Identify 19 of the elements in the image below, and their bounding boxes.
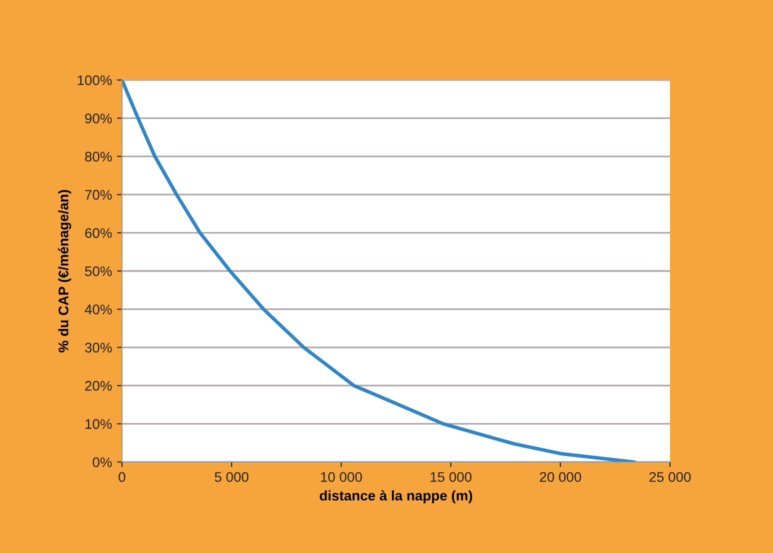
x-tick-label: 25 000 xyxy=(649,472,691,482)
x-tick-label: 20 000 xyxy=(540,472,582,482)
x-tick-label: 10 000 xyxy=(321,472,362,482)
y-tick-label: 90% xyxy=(85,114,112,124)
y-tick-label: 20% xyxy=(85,380,112,391)
y-axis-title: % du CAP (€/ménage/an) xyxy=(58,190,72,352)
x-tick-label: 5 000 xyxy=(214,472,248,482)
y-tick-label: 100% xyxy=(78,75,112,86)
x-axis-title: distance à la nappe (m) xyxy=(320,490,472,504)
y-tick-label: 30% xyxy=(85,342,112,353)
y-tick-label: 10% xyxy=(86,419,112,429)
y-tick-label: 80% xyxy=(85,152,112,162)
y-tick-label: 0% xyxy=(92,457,112,468)
y-tick-label: 40% xyxy=(84,304,112,314)
x-tick-label: 15 000 xyxy=(430,472,472,482)
x-tick-label: 0 xyxy=(118,472,126,482)
y-tick-label: 60% xyxy=(85,228,112,238)
y-tick-label: 50% xyxy=(85,266,112,276)
y-tick-label: 70% xyxy=(85,190,112,200)
